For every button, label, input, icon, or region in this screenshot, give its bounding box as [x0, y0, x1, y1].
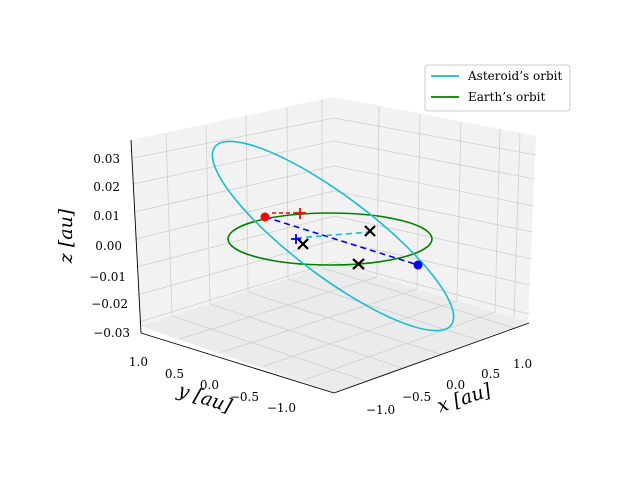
y-axis-line: [140, 332, 335, 394]
z-tick-label: 0.02: [93, 180, 120, 194]
z-tick-label: −0.02: [91, 297, 128, 311]
grid-lines: [132, 100, 537, 382]
blue-plus-marker: [291, 234, 301, 244]
y-tick-label: 0.0: [200, 378, 219, 392]
z-tick-label: −0.01: [89, 270, 126, 284]
x-marker: [364, 225, 376, 237]
legend-box: [424, 64, 571, 112]
y-tick-label: −1.0: [267, 401, 296, 415]
x-tick-label: −1.0: [366, 403, 395, 417]
x-tick-label: 0.5: [481, 367, 500, 381]
x-tick-label: 1.0: [513, 357, 532, 371]
legend: Asteroid’s orbit Earth’s orbit: [424, 64, 571, 112]
x-marker: [352, 258, 365, 270]
z-axis-line: [130, 139, 142, 334]
axis-panes: [131, 97, 536, 393]
z-tick-label: 0.01: [93, 209, 120, 223]
y-tick-label: 0.5: [165, 367, 184, 381]
x-axis-line: [333, 322, 530, 394]
asteroid-orbit-line: [211, 140, 455, 332]
y-ticks: 1.0 0.5 0.0 −0.5 −1.0: [129, 355, 296, 415]
y-tick-label: 1.0: [129, 355, 148, 369]
x-marker: [297, 238, 309, 250]
x-tick-label: 0.0: [446, 378, 465, 392]
x-ticks: −1.0 −0.5 0.0 0.5 1.0: [366, 357, 532, 417]
z-ticks: 0.03 0.02 0.01 0.00 −0.01 −0.02 −0.03: [89, 152, 130, 340]
red-point-marker: [260, 212, 270, 222]
earth-orbit-line: [227, 212, 433, 266]
z-axis-label: z [au]: [55, 208, 77, 264]
red-plus-marker: [295, 208, 306, 219]
x-tick-label: −0.5: [402, 390, 431, 404]
blue-point-marker: [413, 260, 423, 270]
z-tick-label: 0.00: [95, 239, 122, 253]
y-tick-label: −0.5: [230, 390, 259, 404]
dashed-line-blue: [264, 216, 419, 266]
z-tick-label: 0.03: [93, 152, 120, 166]
dashed-line-cyan: [295, 231, 371, 239]
legend-label-earth: Earth’s orbit: [468, 90, 545, 104]
legend-label-asteroid: Asteroid’s orbit: [467, 69, 562, 83]
z-tick-label: −0.03: [93, 326, 130, 340]
axis-edges: [130, 139, 530, 394]
